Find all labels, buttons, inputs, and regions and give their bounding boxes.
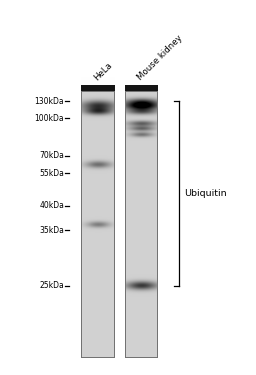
Text: 25kDa: 25kDa: [39, 281, 64, 290]
Text: 130kDa: 130kDa: [34, 97, 64, 106]
Text: HeLa: HeLa: [92, 61, 114, 82]
Text: 40kDa: 40kDa: [39, 201, 64, 210]
Text: 55kDa: 55kDa: [39, 169, 64, 178]
Text: 100kDa: 100kDa: [34, 114, 64, 123]
Text: 70kDa: 70kDa: [39, 151, 64, 160]
Text: Ubiquitin: Ubiquitin: [184, 189, 227, 198]
Text: Mouse kidney: Mouse kidney: [136, 34, 184, 82]
Text: 35kDa: 35kDa: [39, 226, 64, 235]
